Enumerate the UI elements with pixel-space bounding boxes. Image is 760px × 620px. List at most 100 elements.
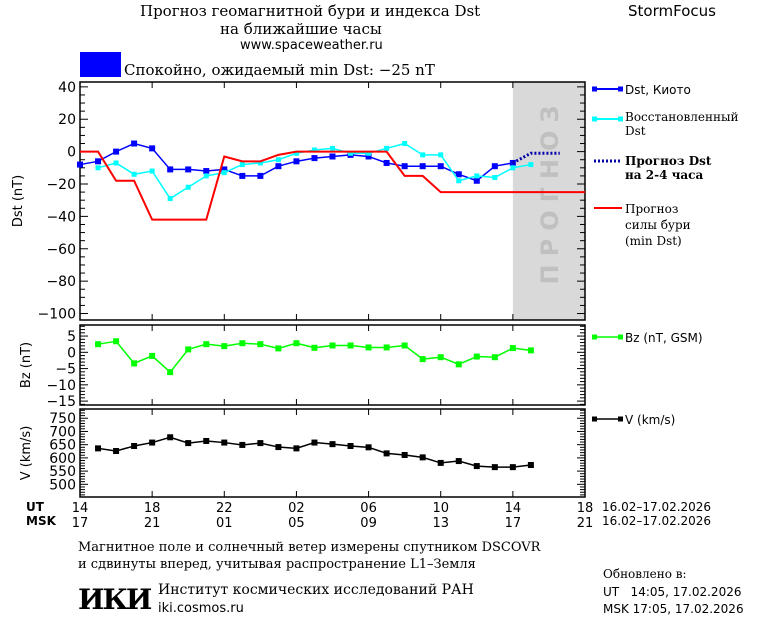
- data-point: [383, 159, 390, 166]
- y-tick-label: 40: [58, 80, 76, 96]
- data-point: [131, 360, 138, 367]
- data-point: [473, 353, 480, 360]
- y-tick-label: 750: [49, 411, 76, 427]
- iki-logo[interactable]: ИКИ: [78, 583, 152, 616]
- footer-note-1: Магнитное поле и солнечный ветер измерен…: [78, 540, 541, 555]
- data-point: [437, 354, 444, 361]
- y-tick-label: −20: [46, 177, 76, 193]
- data-point: [365, 344, 372, 351]
- data-point: [113, 148, 120, 155]
- data-point: [95, 445, 102, 452]
- data-point: [348, 150, 354, 156]
- data-point: [455, 458, 462, 465]
- data-point: [203, 437, 210, 444]
- legend-dst-restored: Восстановленный Dst: [625, 110, 739, 138]
- data-point: [455, 361, 462, 368]
- data-point: [203, 341, 210, 348]
- data-point: [329, 153, 336, 160]
- data-point: [293, 158, 300, 165]
- forecast-region: [512, 82, 585, 320]
- legend-marker: [592, 116, 597, 122]
- institute-url[interactable]: iki.cosmos.ru: [158, 601, 244, 616]
- y-tick-label: −80: [46, 274, 76, 290]
- legend-marker: [592, 334, 597, 340]
- data-point: [185, 166, 192, 173]
- data-point: [419, 454, 426, 461]
- data-point: [366, 150, 372, 156]
- y-tick-label: −15: [46, 394, 76, 410]
- legend-storm: Прогноз силы бури (min Dst): [625, 201, 691, 249]
- ut-tick-label: 14: [505, 501, 522, 516]
- data-point: [509, 464, 516, 471]
- legend-marker: [618, 86, 623, 92]
- data-point: [383, 344, 390, 351]
- legend-marker: [592, 86, 597, 92]
- data-point: [437, 459, 444, 466]
- legend-marker: [618, 116, 623, 122]
- data-point: [402, 141, 408, 147]
- data-point: [239, 340, 246, 347]
- y-tick-label: −40: [46, 209, 76, 225]
- data-point: [456, 178, 462, 184]
- data-point: [329, 441, 336, 448]
- data-point: [221, 439, 228, 446]
- ut-tick-label: 06: [360, 501, 377, 516]
- msk-tick-label: 21: [144, 516, 161, 531]
- data-point: [474, 173, 480, 179]
- data-point: [383, 450, 390, 457]
- plot-frame: [79, 408, 586, 498]
- msk-range: 16.02–17.02.2026: [602, 514, 712, 528]
- data-point: [491, 163, 498, 170]
- status-text: Спокойно, ожидаемый min Dst: −25 nT: [124, 61, 435, 79]
- data-point: [491, 464, 498, 471]
- legend-storm-2: силы бури: [625, 218, 691, 232]
- y-tick-label: −10: [46, 378, 76, 394]
- y-tick-label: 0: [67, 345, 76, 361]
- data-point: [77, 161, 83, 168]
- data-point: [167, 434, 174, 441]
- footer-note-2: и сдвинуты вперед, учитывая распростране…: [78, 557, 476, 572]
- data-point: [419, 356, 426, 363]
- legend-v: V (km/s): [625, 413, 676, 427]
- data-point: [492, 175, 498, 181]
- ut-tick-label: 10: [432, 501, 449, 516]
- legend-marker: [592, 416, 597, 422]
- msk-tick-label: 09: [360, 516, 377, 531]
- y-axis-label: Bz (nT): [19, 342, 34, 388]
- title-line-2: на ближайшие часы: [220, 20, 382, 38]
- data-point: [221, 166, 228, 173]
- ut-tick-label: 18: [144, 501, 161, 516]
- data-point: [510, 165, 516, 171]
- data-point: [167, 196, 173, 202]
- data-point: [293, 445, 300, 452]
- data-point: [203, 173, 209, 179]
- msk-tick-label: 05: [288, 516, 305, 531]
- legend-storm-3: (min Dst): [625, 234, 682, 248]
- data-point: [185, 346, 192, 353]
- data-point: [257, 172, 264, 179]
- data-point: [527, 462, 534, 469]
- y-tick-label: −100: [38, 307, 76, 323]
- msk-tick-label: 13: [432, 516, 449, 531]
- data-point: [203, 168, 210, 175]
- legend-bz: Bz (nT, GSM): [625, 331, 703, 345]
- data-point: [149, 168, 155, 174]
- status-color-box: [80, 52, 121, 77]
- legend-dst-restored-2: Dst: [625, 124, 646, 138]
- data-point: [131, 442, 138, 449]
- plot-frame: [79, 324, 586, 406]
- data-point: [113, 448, 120, 455]
- source-url[interactable]: www.spaceweather.ru: [240, 38, 383, 53]
- legend-forecast-1: Прогноз Dst: [625, 154, 712, 168]
- data-point: [113, 160, 119, 166]
- data-point: [473, 463, 480, 470]
- msk-label: MSK: [26, 514, 56, 528]
- data-point: [95, 158, 102, 165]
- updated-label: Обновлено в:: [603, 567, 687, 581]
- data-point: [257, 341, 264, 348]
- legend-dst-kyoto: Dst, Киото: [625, 83, 691, 97]
- data-point: [401, 342, 408, 349]
- data-point: [95, 165, 101, 171]
- legend-storm-1: Прогноз: [625, 202, 679, 216]
- legend-forecast: Прогноз Dst на 2-4 часа: [625, 154, 711, 182]
